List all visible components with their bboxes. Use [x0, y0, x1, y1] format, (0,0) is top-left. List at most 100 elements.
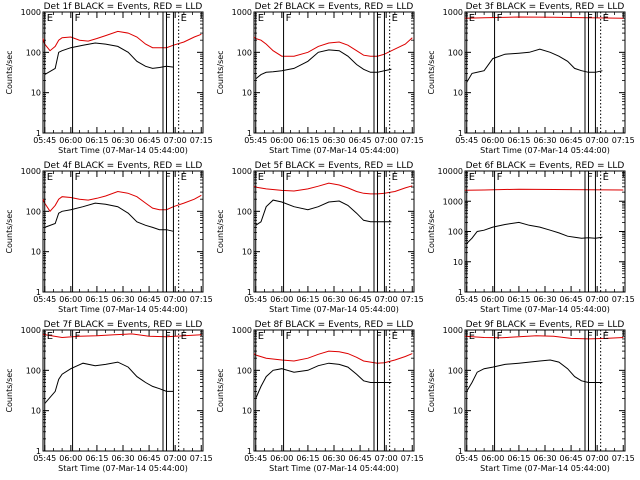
x-tick-label: 06:30 — [533, 295, 556, 304]
x-tick-label: 07:00 — [375, 295, 398, 304]
x-tick-label: 07:15 — [612, 295, 635, 304]
x-tick-label: 05:45 — [33, 454, 56, 463]
x-tick-label: 06:45 — [560, 295, 583, 304]
x-tick-label: 07:15 — [612, 454, 635, 463]
lld-series-line — [253, 182, 413, 195]
marker-label: F — [376, 331, 382, 342]
marker-label: E — [392, 172, 398, 183]
y-tick-label: 100 — [237, 366, 252, 375]
x-tick-label: 07:15 — [190, 295, 213, 304]
x-tick-label: 06:30 — [322, 295, 345, 304]
x-tick-label: 06:00 — [481, 136, 504, 145]
marker-label: F — [286, 13, 292, 24]
x-tick-label: 06:45 — [349, 454, 372, 463]
y-axis-label: Counts/sec — [5, 50, 14, 94]
marker-label: F — [286, 331, 292, 342]
x-tick-label: 07:15 — [612, 136, 635, 145]
x-axis-label: Start Time (07-Mar-14 05:44:00) — [269, 305, 399, 314]
marker-label: E — [392, 13, 398, 24]
y-tick-label: 1000 — [21, 167, 41, 176]
marker-label: E — [603, 331, 609, 342]
y-axis-label: Counts/sec — [5, 368, 14, 412]
y-tick-label: 100 — [237, 207, 252, 216]
panel-8: Det 8f BLACK = Events, RED = LLD 1 10 100 10… — [216, 320, 424, 473]
panel-title: Det 3f BLACK = Events, RED = LLD — [466, 2, 625, 12]
y-axis-label: Counts/sec — [427, 209, 436, 253]
marker-label: E — [181, 172, 187, 183]
x-tick-label: 07:00 — [164, 454, 187, 463]
y-tick-label: 1 — [247, 288, 252, 297]
marker-label: F — [497, 172, 503, 183]
x-tick-label: 06:00 — [59, 295, 82, 304]
y-tick-label: 10 — [31, 407, 41, 416]
x-tick-label: 06:00 — [481, 295, 504, 304]
x-axis-label: Start Time (07-Mar-14 05:44:00) — [269, 464, 399, 473]
events-series-line — [466, 48, 603, 83]
y-tick-label: 1 — [458, 288, 463, 297]
marker-label: E — [47, 13, 53, 24]
y-tick-label: 100 — [26, 207, 41, 216]
y-tick-label: 1 — [458, 129, 463, 138]
marker-label: E — [603, 13, 609, 24]
y-axis-label: Counts/sec — [427, 50, 436, 94]
y-tick-label: 10000 — [438, 167, 463, 176]
y-tick-label: 1000 — [443, 8, 463, 17]
y-tick-label: 10 — [242, 248, 252, 257]
x-tick-label: 05:45 — [33, 136, 56, 145]
marker-label: F — [497, 13, 503, 24]
marker-label: F — [75, 172, 81, 183]
y-tick-label: 1 — [36, 447, 41, 456]
x-tick-label: 06:00 — [481, 454, 504, 463]
x-tick-label: 06:15 — [85, 295, 108, 304]
y-axis-label: Counts/sec — [427, 368, 436, 412]
events-series-line — [255, 49, 392, 80]
y-tick-label: 10 — [453, 407, 463, 416]
x-tick-label: 06:15 — [296, 295, 319, 304]
marker-label: F — [75, 13, 81, 24]
lld-series-line — [253, 36, 413, 57]
x-tick-label: 06:30 — [111, 136, 134, 145]
marker-label: F — [587, 172, 593, 183]
x-tick-label: 05:45 — [455, 136, 478, 145]
x-axis-label: Start Time (07-Mar-14 05:44:00) — [480, 464, 610, 473]
y-tick-label: 1 — [458, 447, 463, 456]
x-axis-label: Start Time (07-Mar-14 05:44:00) — [58, 464, 188, 473]
events-series-line — [44, 361, 174, 404]
marker-label: E — [258, 331, 264, 342]
x-tick-label: 05:45 — [244, 136, 267, 145]
lld-series-line — [464, 188, 624, 191]
panel-2: Det 2f BLACK = Events, RED = LLD 1 10 100 10… — [216, 2, 424, 155]
marker-label: E — [469, 13, 475, 24]
x-axis-label: Start Time (07-Mar-14 05:44:00) — [480, 146, 610, 155]
marker-label: E — [258, 172, 264, 183]
y-tick-label: 100 — [26, 48, 41, 57]
marker-label: E — [469, 172, 475, 183]
x-tick-label: 06:45 — [349, 136, 372, 145]
x-tick-label: 06:15 — [85, 454, 108, 463]
lld-series-line — [464, 16, 624, 19]
events-series-line — [44, 42, 174, 76]
events-series-line — [44, 202, 174, 232]
x-tick-label: 07:15 — [401, 454, 424, 463]
marker-label: F — [587, 331, 593, 342]
panel-4: Det 4f BLACK = Events, RED = LLD 1 10 100 10… — [5, 161, 213, 314]
x-tick-label: 06:30 — [111, 295, 134, 304]
marker-label: F — [587, 13, 593, 24]
x-tick-label: 06:00 — [270, 454, 293, 463]
y-axis-label: Counts/sec — [216, 50, 225, 94]
panel-title: Det 1f BLACK = Events, RED = LLD — [44, 2, 203, 12]
y-tick-label: 100 — [237, 48, 252, 57]
x-tick-label: 06:00 — [270, 295, 293, 304]
panel-7: Det 7f BLACK = Events, RED = LLD 1 10 100 10… — [5, 320, 213, 473]
y-tick-label: 1000 — [443, 197, 463, 206]
x-tick-label: 06:30 — [322, 136, 345, 145]
marker-label: F — [165, 172, 171, 183]
x-tick-label: 05:45 — [455, 295, 478, 304]
x-tick-label: 05:45 — [244, 295, 267, 304]
y-tick-label: 1 — [36, 288, 41, 297]
panel-3: Det 3f BLACK = Events, RED = LLD 1 10 100 10… — [427, 2, 635, 155]
x-tick-label: 06:30 — [322, 454, 345, 463]
x-tick-label: 06:30 — [533, 136, 556, 145]
x-tick-label: 06:15 — [296, 136, 319, 145]
x-tick-label: 06:00 — [59, 136, 82, 145]
